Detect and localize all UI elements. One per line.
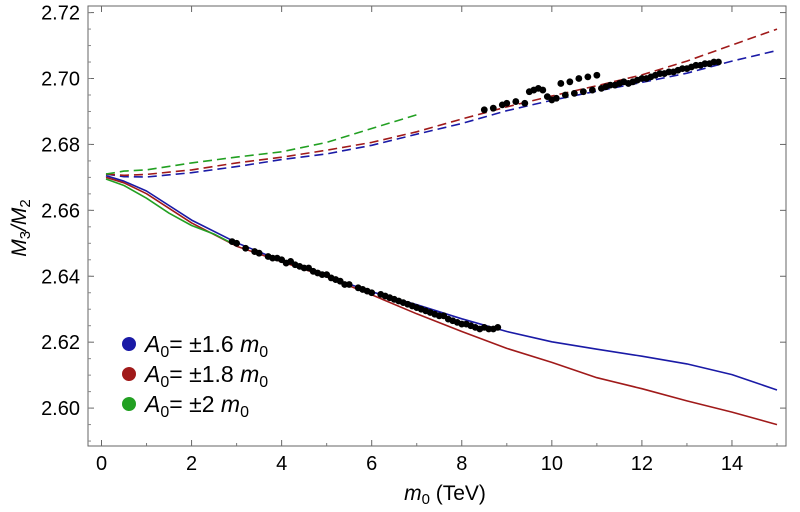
viable-point-marker (503, 99, 511, 107)
viable-point-marker (345, 281, 353, 288)
y-tick-label: 2.68 (41, 134, 80, 156)
y-tick-label: 2.66 (41, 200, 80, 222)
plot-frame (87, 5, 787, 447)
y-axis-label: M3/M2 (8, 199, 34, 257)
x-axis: 0 2 4 6 8 10 12 14 (96, 6, 778, 475)
viable-point-marker (539, 86, 547, 94)
legend-marker (122, 337, 136, 351)
x-axis-label-sub: 0 (422, 491, 430, 508)
viable-point-marker (575, 75, 583, 82)
viable-point-marker (588, 86, 596, 94)
viable-point-marker (570, 89, 578, 97)
viable-point-marker (512, 98, 520, 105)
series-layer (105, 28, 778, 426)
viable-point-marker (584, 73, 592, 81)
viable-point-marker (557, 80, 565, 87)
viable-point-marker (521, 99, 529, 107)
viable-point-marker (715, 58, 722, 66)
viable-point-marker (233, 239, 241, 247)
x-tick-label: 8 (456, 453, 467, 475)
legend-label: A0= ±1.6 m0 (143, 331, 268, 361)
x-axis-label-unit: (TeV) (430, 482, 486, 505)
x-axis-label: m0 (TeV) (404, 482, 486, 508)
x-tick-label: 10 (541, 453, 563, 475)
legend-marker (122, 367, 136, 381)
viable-point-marker (579, 88, 587, 96)
viable-point-marker (368, 289, 376, 297)
x-tick-label: 12 (631, 453, 653, 475)
viable-point-marker (494, 323, 502, 331)
series-line-solid (105, 174, 778, 391)
legend-label: A0= ±1.8 m0 (143, 361, 268, 391)
x-tick-label: 6 (366, 453, 377, 475)
legend-marker (122, 397, 136, 411)
y-tick-label: 2.70 (41, 69, 80, 91)
x-tick-label: 14 (721, 453, 743, 475)
y-tick-label: 2.72 (41, 3, 80, 25)
y-tick-label: 2.60 (41, 398, 80, 420)
viable-point-marker (255, 249, 263, 257)
markers-layer (228, 58, 722, 333)
x-tick-label: 2 (186, 453, 197, 475)
viable-point-marker (566, 78, 574, 86)
viable-point-marker (480, 106, 488, 114)
x-tick-label: 4 (276, 453, 287, 475)
series-line-solid (105, 178, 233, 245)
viable-point-marker (593, 71, 601, 79)
viable-point-marker (552, 94, 560, 102)
series-line-dashed (105, 114, 417, 175)
x-axis-label-var: m (404, 482, 422, 505)
y-axis: 2.60 2.62 2.64 2.66 2.68 2.70 2.72 (41, 3, 786, 442)
viable-point-marker (489, 104, 497, 112)
series-line-dashed (105, 49, 778, 178)
series-line-solid (105, 176, 778, 426)
y-tick-label: 2.62 (41, 332, 80, 354)
x-tick-label: 0 (96, 453, 107, 475)
legend-label: A0= ±2 m0 (143, 391, 249, 421)
viable-point-marker (561, 91, 569, 99)
viable-point-marker (242, 244, 250, 252)
series-line-dashed (105, 28, 778, 177)
y-tick-label: 2.64 (41, 266, 80, 288)
